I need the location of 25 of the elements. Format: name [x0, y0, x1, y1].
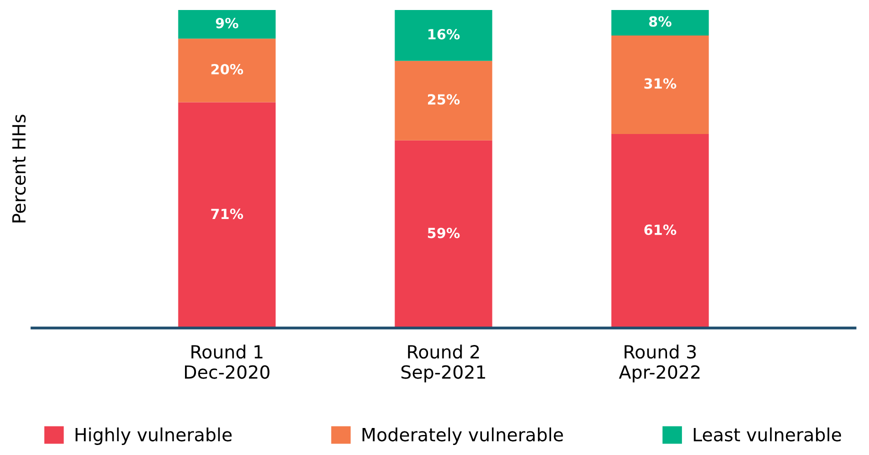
bar — [178, 10, 276, 39]
bar — [611, 35, 709, 134]
data-label: 31% — [644, 78, 676, 89]
bar — [394, 10, 492, 61]
x-tick-label: Round 2 Sep-2021 — [401, 344, 486, 382]
legend-label: Moderately vulnerable — [362, 427, 563, 445]
bar — [611, 10, 709, 36]
data-label: 25% — [428, 94, 460, 105]
data-label: 61% — [644, 224, 676, 236]
x-tick-label: Round 1 Dec-2020 — [184, 344, 270, 379]
y-axis-title: Percent HHs — [12, 114, 26, 222]
data-label: 59% — [428, 228, 460, 238]
bar — [178, 38, 276, 102]
bar — [611, 134, 709, 328]
data-label: 16% — [428, 28, 460, 40]
bar — [178, 102, 276, 328]
x-tick-label: Round 3 Apr-2022 — [618, 344, 700, 382]
bar — [394, 60, 492, 140]
legend-label: Highly vulnerable — [76, 427, 232, 445]
data-label: 8% — [649, 16, 672, 27]
data-label: 20% — [211, 64, 244, 74]
legend-label: Least vulnerable — [694, 427, 842, 442]
data-label: 9% — [216, 18, 238, 28]
bar — [394, 140, 492, 328]
data-label: 71% — [211, 208, 244, 220]
